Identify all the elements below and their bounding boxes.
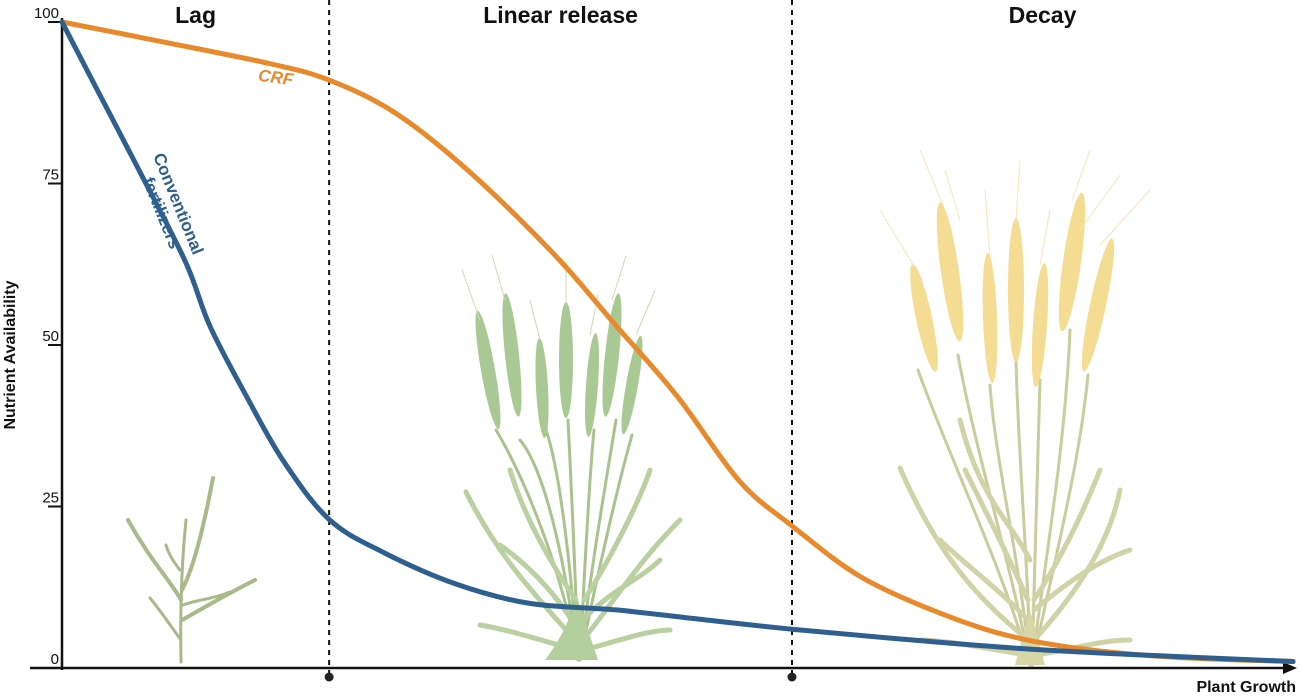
green-wheat-illustration xyxy=(461,254,683,662)
y-tick-label: 100 xyxy=(34,5,59,22)
crf-series-line xyxy=(59,19,1296,664)
mature-wheat-illustration xyxy=(879,149,1151,667)
phase-label: Linear release xyxy=(483,2,638,28)
plant-illustrations xyxy=(126,149,1151,667)
phase-labels: Lag Linear release Decay xyxy=(175,2,1076,28)
phase-boundary-marker xyxy=(787,672,797,682)
crf-series-label: CRF xyxy=(257,66,295,90)
series-lines xyxy=(59,19,1296,664)
y-tick-label: 50 xyxy=(42,328,59,345)
y-tick-label: 25 xyxy=(42,490,59,507)
y-axis-title: Nutrient Availability xyxy=(2,280,19,429)
conventional-series-line xyxy=(59,19,1296,664)
y-ticks: 0 25 50 75 100 xyxy=(34,5,62,669)
phase-label: Decay xyxy=(1009,2,1077,28)
seedling-illustration xyxy=(126,476,257,664)
conventional-series-label: Conventional fertilizers xyxy=(132,150,209,268)
y-tick-label: 75 xyxy=(42,167,59,184)
x-axis-title: Plant Growth xyxy=(1196,679,1296,696)
phase-label: Lag xyxy=(175,2,216,28)
x-axis-arrowhead xyxy=(1283,662,1297,674)
phase-boundaries xyxy=(324,0,797,682)
y-tick-label: 0 xyxy=(51,651,59,668)
phase-boundary-marker xyxy=(324,672,334,682)
